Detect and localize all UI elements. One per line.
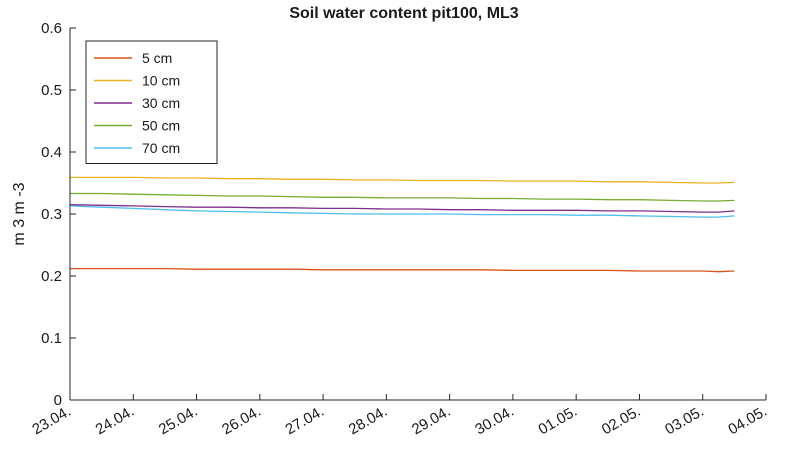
y-axis-label: m 3 m -3 bbox=[11, 182, 28, 245]
legend-label: 5 cm bbox=[142, 50, 172, 66]
legend-label: 70 cm bbox=[142, 140, 180, 156]
x-tick-label: 25.04. bbox=[156, 403, 201, 439]
y-tick-label: 0.4 bbox=[41, 144, 62, 161]
x-tick-label: 29.04. bbox=[409, 403, 454, 439]
x-tick-label: 26.04. bbox=[219, 403, 264, 439]
series-line-2 bbox=[69, 204, 735, 213]
x-tick-label: 28.04. bbox=[346, 403, 391, 439]
series-layer bbox=[69, 176, 735, 273]
series-line-0 bbox=[70, 267, 735, 273]
y-tick-label: 0.5 bbox=[41, 82, 62, 99]
y-tick-label: 0 bbox=[54, 392, 62, 409]
y-tick-label: 0.3 bbox=[41, 206, 62, 223]
series-line-4 bbox=[69, 205, 735, 218]
legend-label: 30 cm bbox=[142, 95, 180, 111]
x-tick-label: 30.04. bbox=[472, 403, 517, 439]
chart-title: Soil water content pit100, ML3 bbox=[289, 5, 518, 22]
series-line-3 bbox=[70, 192, 735, 202]
legend-label: 50 cm bbox=[142, 118, 180, 134]
series-line-1 bbox=[70, 176, 735, 184]
x-tick-label: 02.05. bbox=[599, 403, 644, 439]
y-tick-label: 0.2 bbox=[41, 268, 62, 285]
x-tick-label: 03.05. bbox=[662, 403, 707, 439]
x-tick-label: 24.04. bbox=[93, 403, 138, 439]
x-tick-label: 01.05. bbox=[536, 403, 581, 439]
x-tick-label: 23.04. bbox=[29, 403, 74, 439]
legend-label: 10 cm bbox=[142, 73, 180, 89]
x-tick-label: 04.05. bbox=[725, 403, 770, 439]
legend: 5 cm 10 cm 30 cm 50 cm 70 cm bbox=[85, 40, 218, 164]
y-tick-label: 0.1 bbox=[41, 330, 62, 347]
x-tick-label: 27.04. bbox=[282, 403, 327, 439]
y-tick-label: 0.6 bbox=[41, 20, 62, 37]
